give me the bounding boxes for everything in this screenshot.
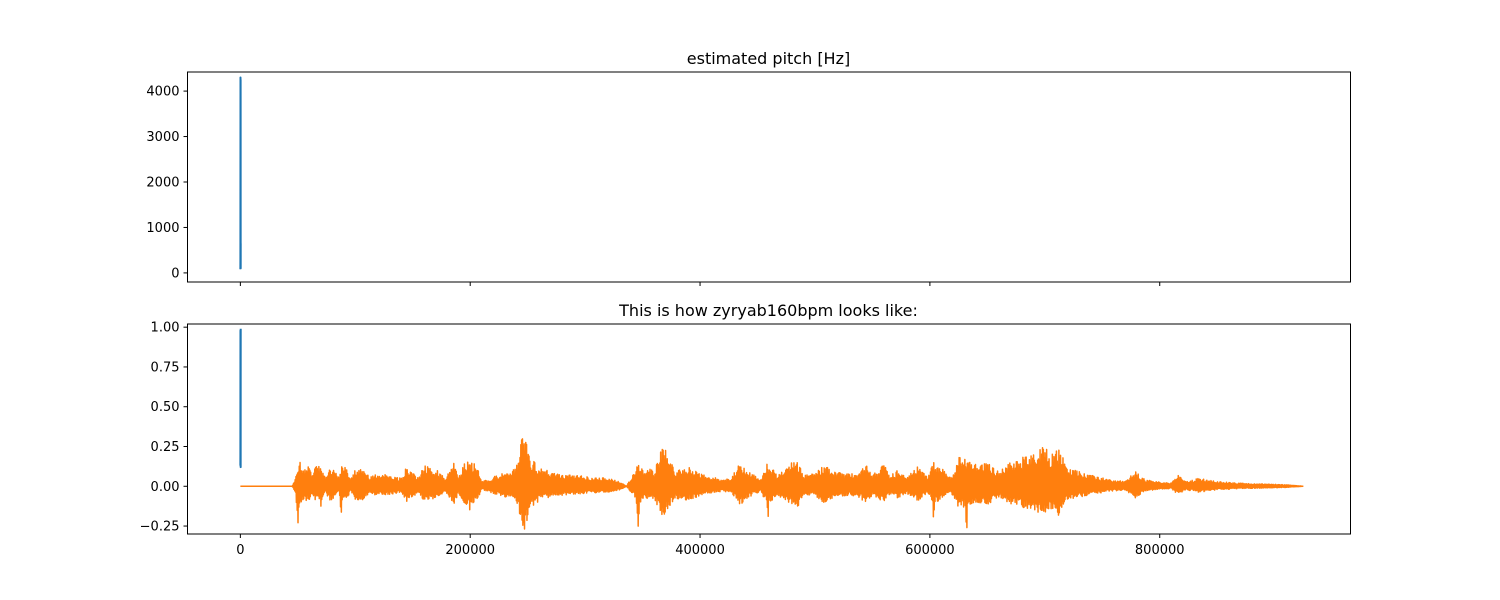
y-tick-label: 1.00: [151, 321, 180, 336]
waveform-y-axis: −0.25 0.00 0.25 0.50 0.75 1.00: [140, 321, 188, 535]
pitch-chart-title: estimated pitch [Hz]: [687, 49, 850, 68]
y-tick-label: 0: [171, 266, 179, 281]
waveform-chart-title: This is how zyryab160bpm looks like:: [618, 301, 918, 320]
waveform-x-axis: 0 200000 400000 600000 800000: [236, 534, 1185, 558]
audio-waveform-line: [240, 438, 1304, 530]
pitch-axes-frame: [187, 71, 1351, 283]
waveform-plot-area: [239, 328, 1304, 530]
waveform-axes-frame: [187, 323, 1351, 535]
y-tick-label: 1000: [146, 221, 179, 236]
waveform-subplot: This is how zyryab160bpm looks like: −0.…: [140, 301, 1351, 558]
y-tick-label: 3000: [146, 130, 179, 145]
x-tick-label: 800000: [1135, 543, 1185, 558]
y-tick-label: 2000: [146, 176, 179, 191]
pitch-subplot: estimated pitch [Hz] 0 1000 2000 3000 4000: [146, 49, 1351, 286]
y-tick-label: 0.00: [151, 480, 180, 495]
x-tick-label: 400000: [675, 543, 725, 558]
x-tick-label: 200000: [445, 543, 495, 558]
x-tick-label: 600000: [905, 543, 955, 558]
y-tick-label: −0.25: [140, 520, 180, 535]
y-tick-label: 0.75: [151, 360, 180, 375]
y-tick-label: 4000: [146, 85, 179, 100]
y-tick-label: 0.50: [151, 400, 180, 415]
y-tick-label: 0.25: [151, 440, 180, 455]
pitch-y-axis: 0 1000 2000 3000 4000: [146, 85, 188, 281]
x-tick-label: 0: [236, 543, 244, 558]
pitch-x-axis: [239, 282, 1161, 286]
